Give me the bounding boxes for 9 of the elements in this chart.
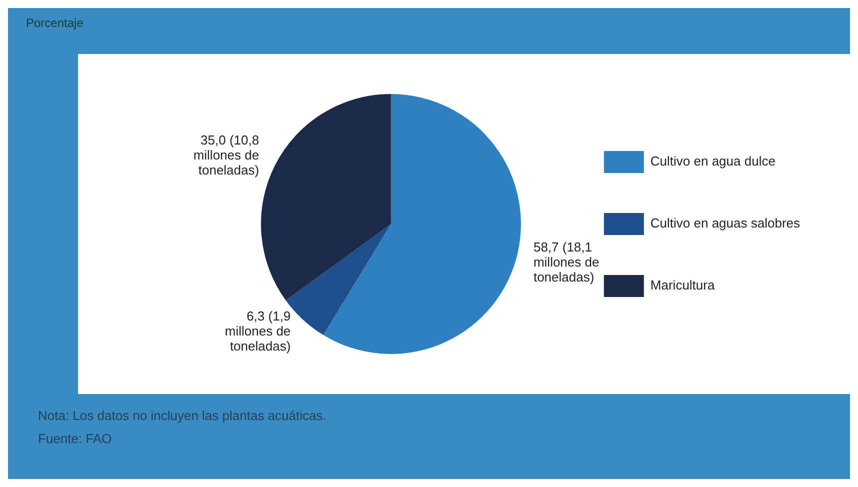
data-label: 58,7 (18,1 millones de toneladas) [533, 240, 600, 285]
source-note: Fuente: FAO [38, 431, 113, 446]
legend-label: Cultivo en agua dulce [650, 154, 776, 169]
legend-label: Maricultura [650, 278, 716, 293]
data-label: 6,3 (1,9 millones de toneladas) [224, 308, 291, 354]
data-label: 35,0 (10,8 millones de toneladas) [193, 132, 260, 178]
text: Nota: Los datos no incluyen las plantas acuáticas. [38, 408, 328, 423]
text: Porcentaje [25, 15, 84, 32]
legend-label: Cultivo en aguas salobres [650, 216, 800, 231]
